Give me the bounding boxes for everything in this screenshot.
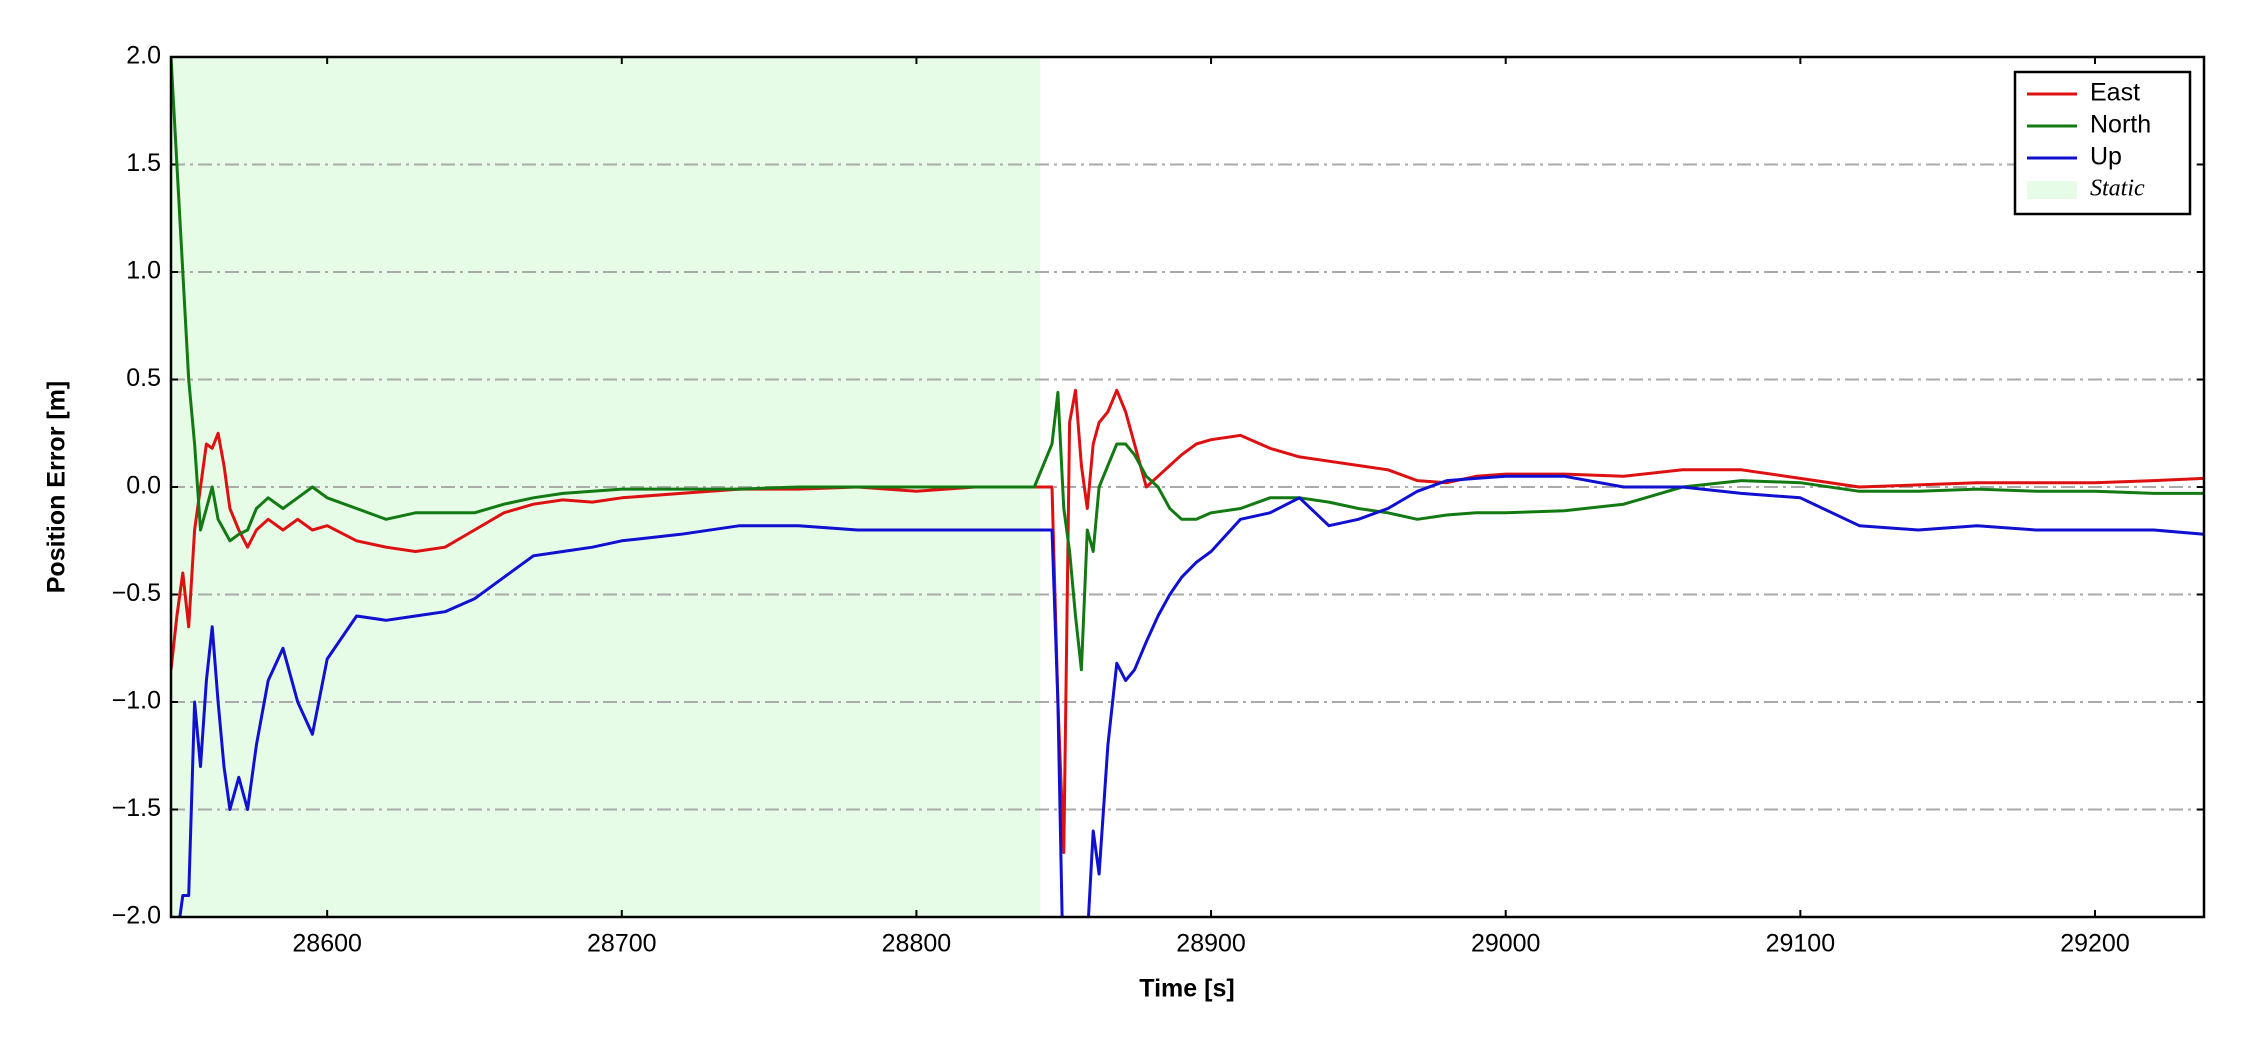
legend-label: North — [2090, 111, 2151, 139]
x-tick-label: 28700 — [587, 930, 657, 958]
legend: East North Up Static — [2013, 70, 2192, 216]
legend-label: Static — [2090, 176, 2145, 202]
series-line — [171, 57, 2204, 672]
x-tick-label: 28600 — [292, 930, 362, 958]
legend-label: East — [2090, 79, 2140, 107]
x-axis-label: Time [s] — [1139, 975, 1234, 1003]
x-tick-label: 28900 — [1176, 930, 1246, 958]
plot-frame — [169, 55, 2206, 919]
y-tick-label: −0.5 — [112, 579, 161, 607]
y-tick-label: −1.5 — [112, 794, 161, 822]
y-tick-label: 0.0 — [126, 472, 161, 500]
series-line — [178, 474, 2204, 917]
legend-label: Up — [2090, 143, 2122, 171]
series-line — [171, 388, 2204, 854]
x-tick-label: 29000 — [1471, 930, 1541, 958]
y-tick-label: −2.0 — [112, 902, 161, 930]
y-tick-label: 1.0 — [126, 257, 161, 285]
y-axis-label: Position Error [m] — [43, 381, 71, 594]
y-tick-label: 2.0 — [126, 42, 161, 70]
x-tick-label: 29200 — [2060, 930, 2130, 958]
x-tick-label: 29100 — [1766, 930, 1836, 958]
y-tick-label: 1.5 — [126, 149, 161, 177]
legend-swatch — [2027, 181, 2077, 199]
y-tick-label: −1.0 — [112, 687, 161, 715]
y-tick-label: 0.5 — [126, 364, 161, 392]
x-tick-label: 28800 — [882, 930, 952, 958]
plot-area — [171, 57, 2204, 917]
